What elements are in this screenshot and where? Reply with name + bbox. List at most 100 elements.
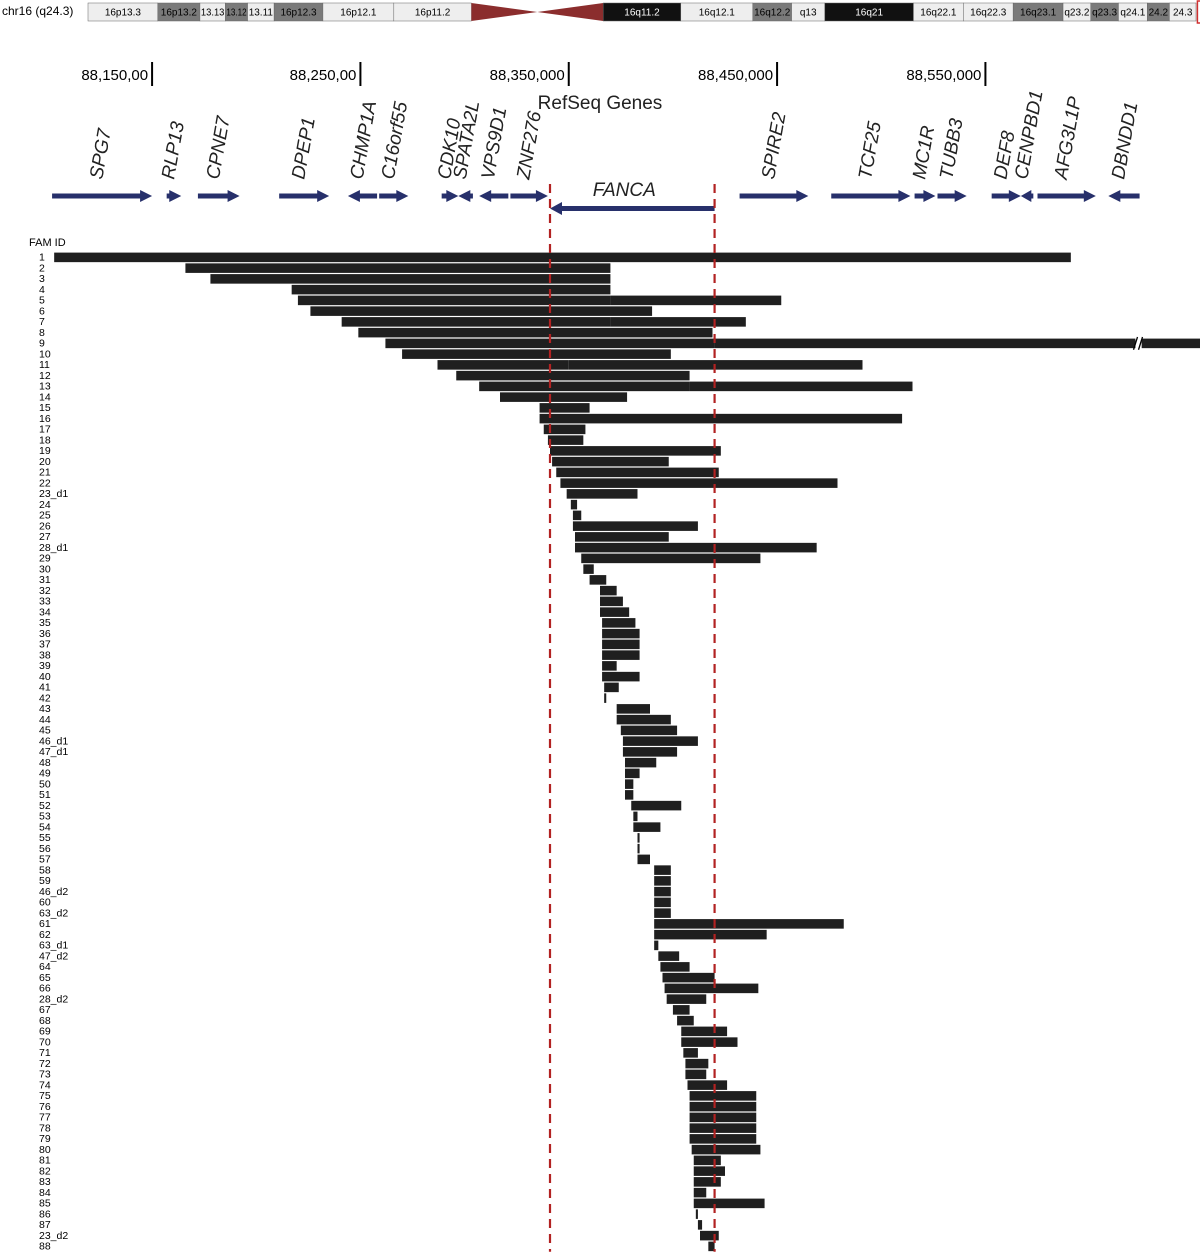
deletion-35 xyxy=(602,618,636,628)
fam-id-40: 40 xyxy=(39,671,51,683)
band-label-13-12: 13.12 xyxy=(226,8,247,19)
fam-id-60: 60 xyxy=(39,897,51,909)
fam-id-76: 76 xyxy=(39,1101,51,1113)
fam-id-header: FAM ID xyxy=(29,237,66,249)
fam-id-62: 62 xyxy=(39,929,51,941)
deletion-56 xyxy=(637,843,640,854)
deletion-4 xyxy=(291,284,611,295)
fam-id-63-d2: 63_d2 xyxy=(39,907,68,919)
deletion-46-d1 xyxy=(622,736,698,746)
deletion-24 xyxy=(570,499,578,510)
gene-chmp1a-arrow xyxy=(347,190,378,202)
deletion-87 xyxy=(697,1220,703,1230)
deletion-60 xyxy=(654,897,671,908)
deletion-25 xyxy=(572,510,582,521)
deletion-42 xyxy=(604,693,607,703)
fam-id-14: 14 xyxy=(39,391,51,403)
fam-id-45: 45 xyxy=(39,725,51,737)
centromere-p-arm xyxy=(471,3,538,21)
fam-id-88: 88 xyxy=(39,1241,51,1253)
deletion-9-seg1 xyxy=(385,338,715,349)
deletion-79 xyxy=(689,1134,757,1144)
fam-id-24: 24 xyxy=(39,499,51,511)
fam-id-22: 22 xyxy=(39,477,51,489)
deletion-47-d2 xyxy=(658,951,680,961)
fam-id-44: 44 xyxy=(39,714,51,726)
gene-tubb3-label: TUBB3 xyxy=(936,116,967,180)
deletion-36 xyxy=(602,628,640,639)
deletion-80 xyxy=(691,1144,761,1155)
deletion-78 xyxy=(689,1123,757,1133)
deletion-85 xyxy=(693,1198,765,1209)
fam-id-23-d2: 23_d2 xyxy=(39,1230,68,1242)
deletion-59 xyxy=(654,876,671,886)
fam-id-9: 9 xyxy=(39,338,45,350)
deletion-34 xyxy=(600,607,630,617)
refseq-track-title: RefSeq Genes xyxy=(538,93,663,114)
fam-id-52: 52 xyxy=(39,800,51,812)
band-label-16q21: 16q21 xyxy=(855,8,883,19)
fam-id-87: 87 xyxy=(39,1219,51,1231)
deletion-26 xyxy=(572,521,698,531)
coord-label-88-250-00: 88,250,00 xyxy=(290,67,357,84)
deletion-21 xyxy=(556,467,719,478)
deletion-16 xyxy=(539,413,903,424)
gene-mc1r-label: MC1R xyxy=(909,124,939,181)
deletion-9-seg3 xyxy=(1141,338,1200,349)
gene-tubb3-arrow xyxy=(937,190,967,202)
deletion-28-d2 xyxy=(666,994,707,1004)
band-label-q13: q13 xyxy=(800,8,817,19)
deletion-40 xyxy=(602,671,640,682)
deletion-6 xyxy=(310,306,653,316)
coord-label-88-350-000: 88,350,000 xyxy=(490,67,565,84)
gene-znf276-label: ZNF276 xyxy=(513,109,546,182)
fam-id-5: 5 xyxy=(39,295,45,307)
deletion-37 xyxy=(602,639,640,650)
deletion-75 xyxy=(689,1091,757,1101)
fam-id-8: 8 xyxy=(39,327,45,339)
gene-spire2-label: SPIRE2 xyxy=(758,110,790,181)
fam-id-68: 68 xyxy=(39,1015,51,1027)
gene-dpep1-label: DPEP1 xyxy=(288,116,320,181)
fam-id-17: 17 xyxy=(39,424,51,436)
fam-id-37: 37 xyxy=(39,639,51,651)
band-label-13-11: 13.11 xyxy=(249,8,274,19)
deletion-38 xyxy=(602,650,640,660)
fam-id-59: 59 xyxy=(39,875,51,887)
band-label-13-13: 13.13 xyxy=(201,8,225,19)
fam-id-81: 81 xyxy=(39,1155,51,1167)
coord-label-88-450-000: 88,450,000 xyxy=(698,67,773,84)
fam-id-61: 61 xyxy=(39,918,51,930)
fam-id-31: 31 xyxy=(39,574,51,586)
fam-id-33: 33 xyxy=(39,596,51,608)
fam-id-42: 42 xyxy=(39,692,51,704)
gene-cenpbd1-arrow xyxy=(1020,190,1034,202)
axis-break-mark-1 xyxy=(1132,336,1139,350)
fam-id-74: 74 xyxy=(39,1079,51,1091)
gene-cdk10-arrow xyxy=(441,190,459,202)
fam-id-29: 29 xyxy=(39,553,51,565)
fam-id-39: 39 xyxy=(39,660,51,672)
deletion-88 xyxy=(708,1241,715,1252)
deletion-18 xyxy=(547,435,584,445)
gene-dbndd1-arrow xyxy=(1108,190,1140,202)
deletion-51 xyxy=(625,790,634,800)
fam-id-50: 50 xyxy=(39,778,51,790)
deletion-68 xyxy=(677,1015,694,1026)
deletion-73 xyxy=(685,1069,707,1080)
fam-id-35: 35 xyxy=(39,617,51,629)
gene-fanca-label: FANCA xyxy=(593,180,656,201)
fam-id-47-d2: 47_d2 xyxy=(39,950,68,962)
band-label-16p12-3: 16p12.3 xyxy=(280,8,317,19)
fam-id-84: 84 xyxy=(39,1187,51,1199)
deletion-27 xyxy=(575,532,669,542)
deletion-7-seg2 xyxy=(610,317,746,327)
band-label-16q22-1: 16q22.1 xyxy=(920,8,957,19)
fam-id-58: 58 xyxy=(39,864,51,876)
deletion-62 xyxy=(654,929,767,940)
fam-id-3: 3 xyxy=(39,273,45,285)
band-label-q23-3: q23.3 xyxy=(1092,8,1117,19)
fam-id-64: 64 xyxy=(39,961,51,973)
deletion-66 xyxy=(664,983,759,994)
deletion-54 xyxy=(633,822,661,832)
